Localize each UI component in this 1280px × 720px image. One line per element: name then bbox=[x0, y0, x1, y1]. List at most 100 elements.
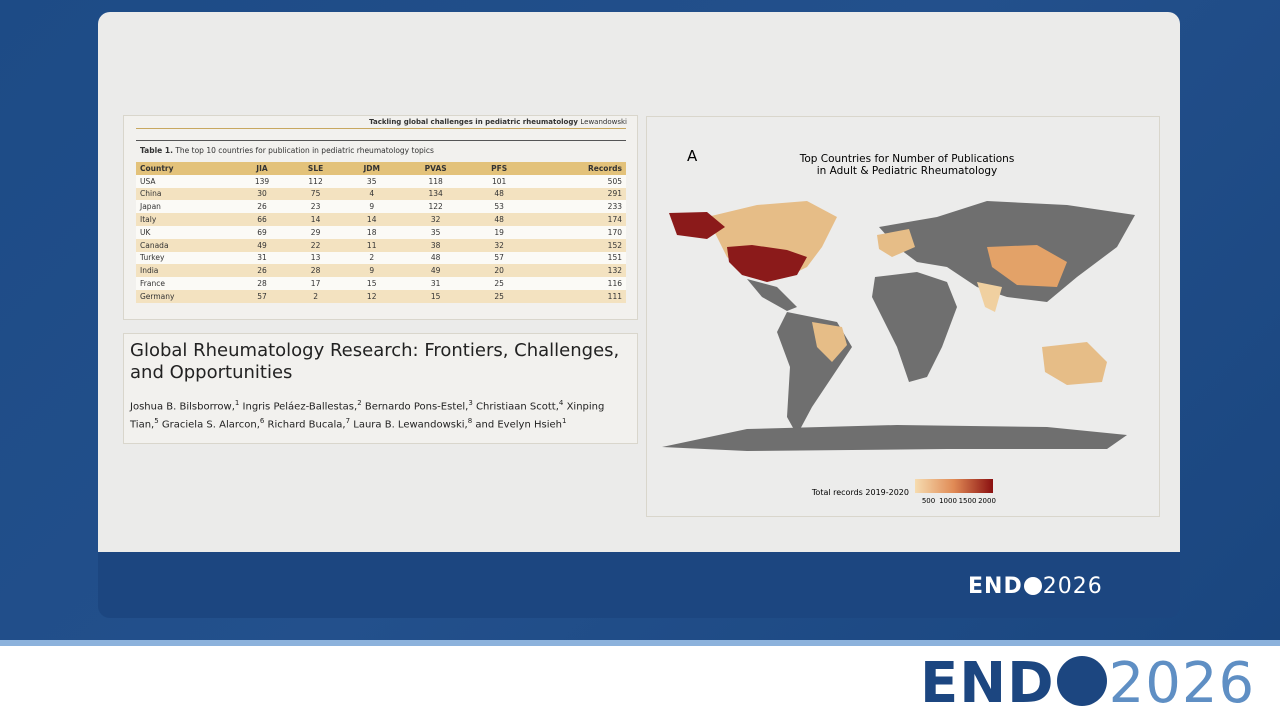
table-row: India 26 28 9 49 20 132 bbox=[136, 264, 626, 278]
table-cell: 4 bbox=[369, 189, 375, 199]
column-header: SLE bbox=[307, 163, 324, 173]
table-cell: 25 bbox=[494, 279, 504, 289]
table-cell: India bbox=[140, 266, 159, 276]
table-cell: 35 bbox=[430, 227, 441, 237]
table-cell: 9 bbox=[369, 266, 375, 276]
table-row: USA 139 112 35 118 101 505 bbox=[136, 174, 626, 188]
table-cell: 9 bbox=[369, 202, 375, 212]
table-cell: 49 bbox=[430, 266, 441, 276]
table-cell: 35 bbox=[366, 176, 377, 186]
column-header: Records bbox=[588, 163, 622, 173]
map: A Top Countries for Number of Publicatio… bbox=[662, 147, 1135, 505]
table-cell: UK bbox=[140, 227, 151, 237]
column-header: PVAS bbox=[424, 163, 447, 173]
table-cell: 112 bbox=[308, 176, 323, 186]
table-cell: 25 bbox=[494, 291, 504, 301]
table-cell: 101 bbox=[491, 176, 507, 186]
author-affiliation: 8 bbox=[467, 417, 473, 426]
table-cell: 170 bbox=[607, 227, 622, 237]
author-affiliation: 5 bbox=[154, 417, 159, 426]
map-title: in Adult & Pediatric Rheumatology bbox=[817, 165, 998, 177]
table-cell: 132 bbox=[607, 266, 622, 276]
table-cell: Turkey bbox=[140, 253, 165, 263]
logo-left: END bbox=[968, 574, 1023, 599]
table-cell: 48 bbox=[494, 189, 504, 199]
table-cell: Italy bbox=[140, 215, 157, 225]
table-row: France 28 17 15 31 25 116 bbox=[136, 277, 626, 290]
column-header: PFS bbox=[491, 163, 508, 173]
legend-tick: 2000 bbox=[978, 497, 996, 505]
table-cell: 32 bbox=[494, 240, 504, 250]
table-cell: 38 bbox=[430, 240, 441, 250]
paper-card: Global Rheumatology Research: Frontiers,… bbox=[123, 333, 638, 444]
table-cell: 291 bbox=[607, 189, 622, 199]
table-cell: 49 bbox=[257, 240, 267, 250]
author-affiliation: 1 bbox=[234, 399, 240, 407]
table-cell: 152 bbox=[607, 240, 622, 250]
table: Country JIA SLE JDM PVAS PFS Records USA 139 112 3… bbox=[136, 162, 626, 303]
legend-tick: 1000 bbox=[939, 497, 957, 505]
table-cell: 505 bbox=[607, 176, 622, 186]
header-row: Country JIA SLE JDM PVAS PFS Records bbox=[136, 162, 626, 175]
table-cell: 122 bbox=[428, 202, 443, 212]
table-cell: 69 bbox=[257, 227, 267, 237]
table-cell: 57 bbox=[494, 253, 504, 263]
table-cell: 14 bbox=[366, 215, 377, 225]
author-name: Christiaan Scott, bbox=[476, 401, 559, 413]
author-name: Joshua B. Bilsborrow, bbox=[130, 401, 235, 413]
table-row: UK 69 29 18 35 19 170 bbox=[136, 225, 626, 239]
table-label: Table 1. bbox=[140, 146, 173, 155]
slide-logo: END 2026 bbox=[968, 574, 1103, 599]
table-cell: 151 bbox=[607, 253, 622, 263]
table-caption-text: The top 10 countries for publication in … bbox=[175, 146, 434, 155]
table-cell: 116 bbox=[607, 279, 622, 289]
table-caption: Table 1. The top 10 countries for public… bbox=[140, 146, 434, 155]
table-row: Japan 26 23 9 122 53 233 bbox=[136, 200, 626, 214]
table-cell: Japan bbox=[140, 202, 161, 212]
table-cell: 66 bbox=[257, 215, 267, 225]
table-cell: 32 bbox=[430, 215, 441, 225]
table-cell: 118 bbox=[428, 176, 443, 186]
table-cell: 53 bbox=[494, 202, 504, 212]
author-affiliation: 3 bbox=[468, 399, 473, 407]
legend-tick: 1500 bbox=[959, 497, 977, 505]
logo-left: END bbox=[920, 651, 1055, 716]
table-cell: 2 bbox=[369, 253, 375, 263]
table-cell: 26 bbox=[257, 202, 267, 212]
table-cell: 20 bbox=[494, 266, 504, 276]
table-cell: 31 bbox=[257, 253, 267, 263]
author-name: Laura B. Lewandowski, bbox=[353, 419, 468, 431]
logo-right: 2026 bbox=[1108, 651, 1256, 716]
author-name: Richard Bucala, bbox=[267, 419, 346, 431]
author-name: Xinping Tian, bbox=[130, 401, 605, 431]
table-cell: 23 bbox=[310, 202, 321, 212]
table-cell: Canada bbox=[140, 240, 169, 250]
table-cell: 174 bbox=[607, 215, 622, 225]
table-cell: 28 bbox=[310, 266, 321, 276]
panel-label: A bbox=[687, 147, 698, 165]
table-cell: China bbox=[140, 189, 162, 199]
table-cell: 14 bbox=[310, 215, 321, 225]
paper-title: Global Rheumatology Research: Frontiers,… bbox=[130, 340, 620, 383]
author-name: and Evelyn Hsieh bbox=[475, 419, 562, 431]
table-cell: 134 bbox=[428, 189, 443, 199]
author-affiliation: 4 bbox=[558, 399, 564, 407]
journal-author: Lewandowski bbox=[580, 118, 627, 126]
continents bbox=[662, 201, 1135, 451]
author-affiliation: 2 bbox=[357, 399, 362, 407]
table-cell: Germany bbox=[140, 291, 175, 301]
author-name: Ingris Peláez-Ballestas, bbox=[242, 401, 358, 413]
table-cell: 139 bbox=[254, 176, 270, 186]
table-cell: 12 bbox=[366, 291, 377, 301]
map-panel: A Top Countries for Number of Publicatio… bbox=[646, 116, 1160, 517]
author-affiliation: 7 bbox=[345, 417, 351, 426]
table-cell: 75 bbox=[310, 189, 321, 199]
legend-bar bbox=[915, 479, 993, 493]
table-cell: 28 bbox=[257, 279, 267, 289]
column-header: JIA bbox=[256, 163, 268, 173]
column-header: Country bbox=[140, 163, 174, 173]
table-cell: France bbox=[140, 279, 165, 289]
table-cell: 17 bbox=[310, 279, 321, 289]
journal-title: Tackling global challenges in pediatric … bbox=[369, 118, 578, 126]
